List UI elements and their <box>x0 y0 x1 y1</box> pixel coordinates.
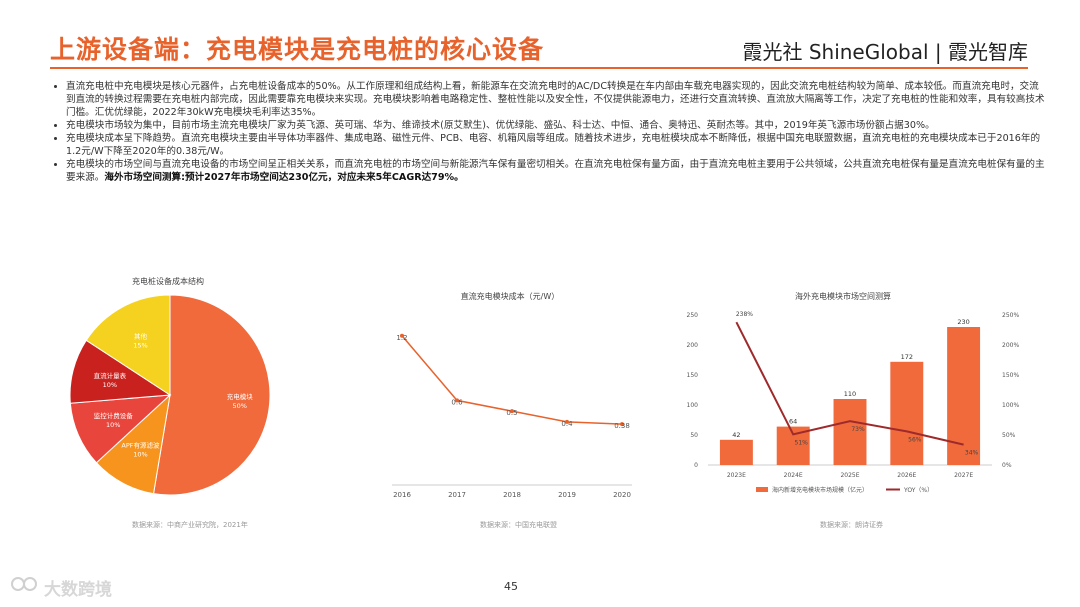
page-number: 45 <box>504 580 518 593</box>
bullet-item: 充电模块市场较为集中，目前市场主流充电模块厂家为英飞源、英可瑞、华为、维谛技术(… <box>66 119 1046 132</box>
line-point <box>510 409 514 414</box>
combo-yoy-label: 34% <box>965 450 979 457</box>
pie-slice-label: APF有源滤波 <box>121 441 160 450</box>
combo-source: 数据来源：朗诗证券 <box>820 521 883 529</box>
pie-slice-label: 充电模块 <box>227 392 254 401</box>
bullet-list: 直流充电桩中充电模块是核心元器件，占充电桩设备成本的50%。从工作原理和组成结构… <box>48 80 1046 184</box>
line-point <box>455 398 459 403</box>
combo-y-right-tick: 100% <box>1002 402 1019 409</box>
bullet-text: 充电模块市场较为集中，目前市场主流充电模块厂家为英飞源、英可瑞、华为、维谛技术(… <box>66 120 935 131</box>
pie-slice-label: 直流计量表 <box>94 371 127 380</box>
line-value-label: 0.6 <box>451 398 463 406</box>
pie-slice <box>85 294 171 396</box>
watermark-logo-icon <box>11 577 37 591</box>
combo-bar <box>890 361 924 465</box>
combo-bar <box>833 399 867 465</box>
line-point <box>620 422 624 427</box>
page-title: 上游设备端：充电模块是充电桩的核心设备 <box>50 35 545 64</box>
pie-slice-pct: 15% <box>133 341 147 349</box>
combo-y-right-tick: 50% <box>1002 432 1016 439</box>
combo-legend-bar-label: 海内新增充电模块市场规模（亿元） <box>772 486 868 494</box>
line-value-label: 0.4 <box>561 420 573 428</box>
pie-slice <box>152 294 271 496</box>
combo-legend-line-label: YOY（%） <box>903 487 933 494</box>
bullet-highlight: 海外市场空间测算:预计2027年市场空间达230亿元，对应未来5年CAGR达79… <box>104 172 464 183</box>
pie-slice-label: 监控计费设备 <box>94 411 133 420</box>
line-value-label: 1.2 <box>396 334 407 342</box>
pie-slice-pct: 10% <box>133 451 147 459</box>
combo-y-left-tick: 250 <box>687 312 699 319</box>
line-point <box>400 333 404 338</box>
bullet-text: 充电模块成本呈下降趋势。直流充电模块主要由半导体功率器件、集成电路、磁性元件、P… <box>66 133 1041 157</box>
line-x-tick: 2017 <box>448 491 466 499</box>
combo-svg: 海外充电模块市场空间测算 0 50 100 150 200 250 0% 50% 100% 150… <box>687 291 1020 494</box>
combo-x-tick: 2023E <box>727 472 746 479</box>
line-x-tick: 2019 <box>558 491 576 499</box>
bullet-text: 直流充电桩中充电模块是核心元器件，占充电桩设备成本的50%。从工作原理和组成结构… <box>66 81 1045 118</box>
line-x-tick: 2020 <box>613 491 631 499</box>
combo-title: 海外充电模块市场空间测算 <box>795 291 891 301</box>
line-svg: 直流充电模块成本（元/W） 1.2 2016 0.6 2017 0.5 2018 0.4 20… <box>392 291 632 499</box>
combo-bar-label: 172 <box>901 353 913 361</box>
bullet-item: 充电模块的市场空间与直流充电设备的市场空间呈正相关关系，而直流充电桩的市场空间与… <box>66 158 1046 184</box>
watermark-text: 大数跨境 <box>44 580 112 600</box>
pie-title: 充电桩设备成本结构 <box>132 276 204 286</box>
module-cost-line-chart: 直流充电模块成本（元/W） 1.2 2016 0.6 2017 0.5 2018 0.4 20… <box>380 285 650 505</box>
title-divider <box>50 67 1028 69</box>
combo-x-tick: 2025E <box>840 472 859 479</box>
combo-yoy-label: 56% <box>908 436 922 443</box>
pie-slice-pct: 10% <box>103 381 117 389</box>
bullet-item: 充电模块成本呈下降趋势。直流充电模块主要由半导体功率器件、集成电路、磁性元件、P… <box>66 132 1046 158</box>
line-x-tick: 2018 <box>503 491 521 499</box>
combo-y-right-tick: 150% <box>1002 372 1019 379</box>
line-value-label: 0.5 <box>506 409 517 417</box>
line-x-tick: 2016 <box>393 491 411 499</box>
combo-x-tick: 2024E <box>784 472 803 479</box>
combo-x-tick: 2026E <box>897 472 916 479</box>
cost-structure-pie-chart: 充电桩设备成本结构 充电模块 50% APF有源滤波 10% 监控计费设备 10% 直流计量… <box>60 270 340 510</box>
combo-yoy-line <box>735 321 964 446</box>
pie-slice-pct: 10% <box>106 421 120 429</box>
combo-y-right-tick: 0% <box>1002 462 1012 469</box>
combo-y-left-tick: 0 <box>694 462 698 469</box>
pie-slice-pct: 50% <box>233 402 247 410</box>
pie-source: 数据来源：中商产业研究院，2021年 <box>132 521 248 529</box>
combo-bar-label: 110 <box>844 390 856 398</box>
combo-bar-label: 64 <box>789 418 797 426</box>
combo-y-left-tick: 50 <box>690 432 698 439</box>
combo-yoy-label: 73% <box>851 426 865 433</box>
combo-y-right-tick: 250% <box>1002 312 1019 319</box>
combo-y-left-tick: 150 <box>687 372 699 379</box>
combo-bar <box>719 439 753 465</box>
bullet-text: 充电模块的市场空间与直流充电设备的市场空间呈正相关关系，而直流充电桩的市场空间与… <box>66 159 1045 183</box>
combo-y-left-tick: 100 <box>687 402 699 409</box>
combo-yoy-label: 238% <box>736 311 753 318</box>
combo-legend-bar-swatch <box>756 487 768 492</box>
combo-bar-label: 42 <box>732 431 740 439</box>
market-size-combo-chart: 海外充电模块市场空间测算 0 50 100 150 200 250 0% 50% 100% 150… <box>680 285 1025 510</box>
brand-logo-text: 霞光社 ShineGlobal | 霞光智库 <box>742 40 1028 64</box>
pie-slice-label: 其他 <box>134 331 148 340</box>
combo-x-tick: 2027E <box>954 472 973 479</box>
combo-y-right-tick: 200% <box>1002 342 1019 349</box>
line-title: 直流充电模块成本（元/W） <box>461 291 560 301</box>
combo-y-left-tick: 200 <box>687 342 699 349</box>
bullet-item: 直流充电桩中充电模块是核心元器件，占充电桩设备成本的50%。从工作原理和组成结构… <box>66 80 1046 119</box>
line-point <box>565 419 569 424</box>
combo-bar-label: 230 <box>957 318 969 326</box>
pie-svg: 充电桩设备成本结构 充电模块50%APF有源滤波10%监控计费设备10%直流计量… <box>69 276 271 496</box>
line-value-label: 0.38 <box>614 422 630 430</box>
combo-yoy-label: 51% <box>795 439 809 446</box>
line-source: 数据来源：中国充电联盟 <box>480 521 557 529</box>
